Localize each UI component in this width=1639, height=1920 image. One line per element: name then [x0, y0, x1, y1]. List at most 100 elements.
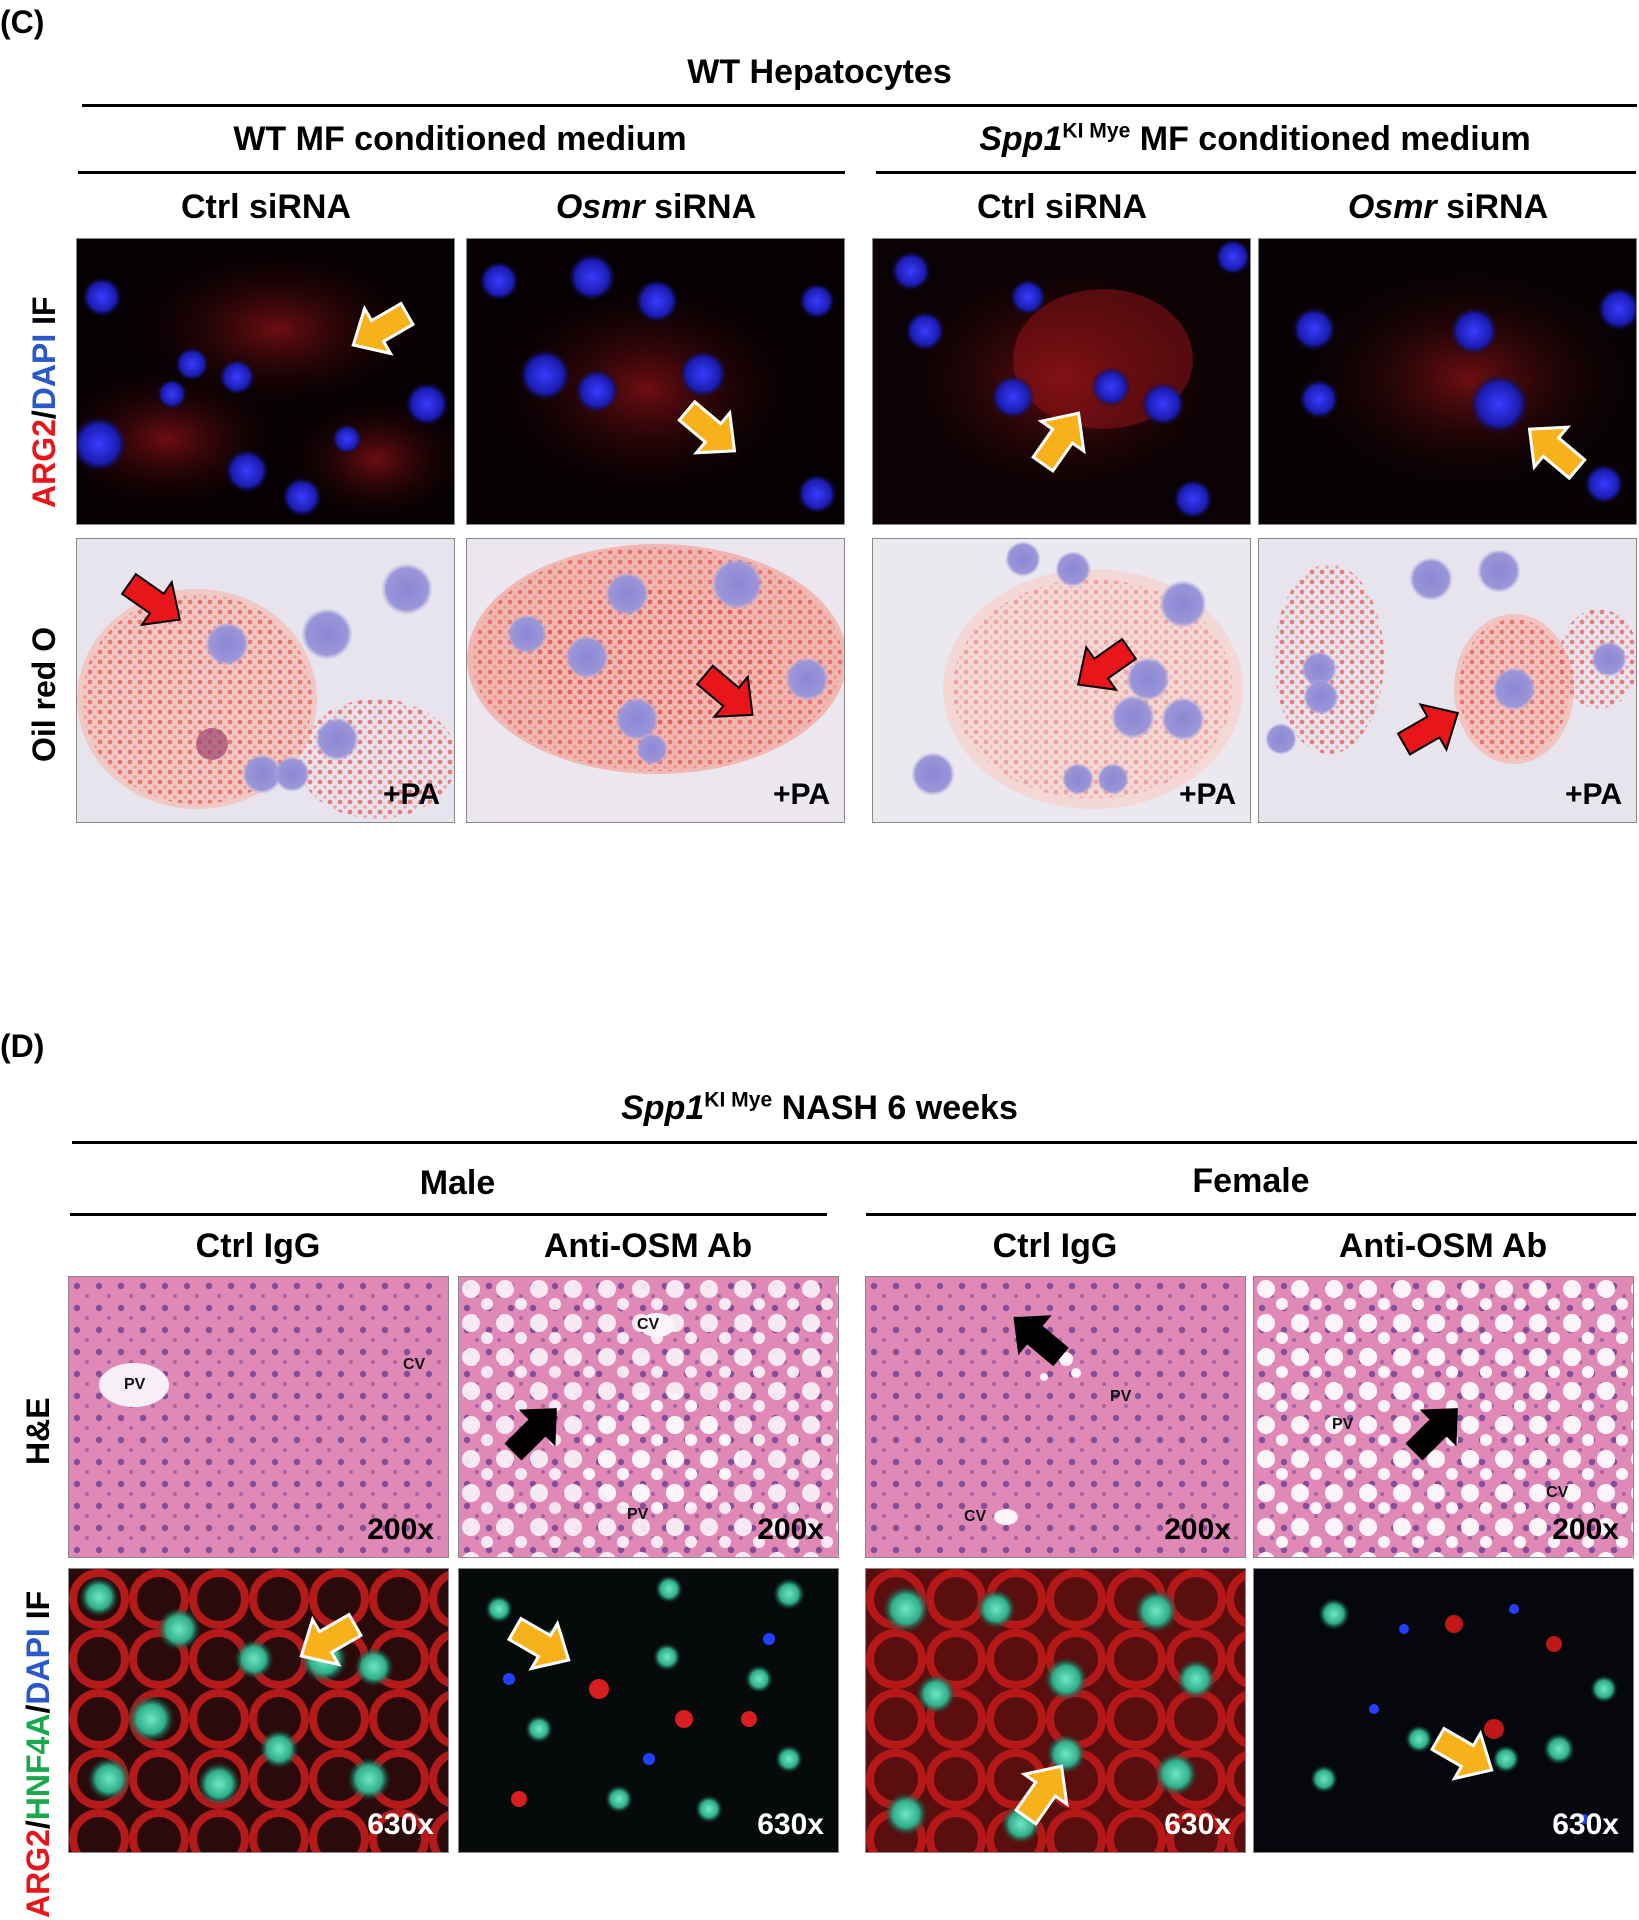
panel-label-d: (D): [0, 1028, 45, 1064]
panel-c-group-2-sup: KI Mye: [1062, 119, 1131, 143]
label-if: IF: [20, 1590, 56, 1629]
panel-c-col-2-text: siRNA: [644, 188, 757, 226]
panel-c-if-image-4: [1259, 239, 1636, 524]
pa-label: +PA: [1565, 778, 1622, 811]
panel-d-if-image-2: [459, 1569, 838, 1852]
panel-c-col-4-text: siRNA: [1436, 188, 1549, 226]
panel-d-he-tile-3: PV CV 200x: [865, 1276, 1246, 1558]
yellow-arrow-icon: [351, 301, 416, 356]
cv-label: CV: [403, 1356, 426, 1373]
panel-c-oil-tile-3: +PA: [872, 538, 1251, 823]
pv-label: PV: [1332, 1416, 1354, 1433]
panel-c-col-4-italic: Osmr: [1347, 188, 1437, 226]
panel-d-title-sup: KI Mye: [704, 1088, 773, 1112]
label-arg2: ARG2: [20, 1829, 56, 1918]
panel-d-group-male-rule: [70, 1213, 827, 1216]
panel-c-group-2-italic: Spp1: [979, 120, 1063, 158]
label-slash: /: [20, 1704, 56, 1714]
panel-c-group-2: Spp1KI Mye MF conditioned medium: [875, 119, 1635, 158]
cv-label: CV: [637, 1316, 660, 1333]
panel-c-col-4: Osmr siRNA: [1258, 190, 1638, 224]
black-arrow-icon: [504, 1408, 557, 1461]
label-hnf4a: HNF4A: [20, 1713, 56, 1821]
pa-label: +PA: [383, 778, 440, 811]
panel-d-row-label-he: H&E: [20, 1397, 56, 1465]
panel-c-col-2-italic: Osmr: [555, 188, 645, 226]
panel-c-if-image-2: [467, 239, 844, 524]
mag-630x: 630x: [757, 1808, 824, 1841]
pa-label: +PA: [773, 778, 830, 811]
panel-c-oil-image-3: [873, 539, 1250, 822]
panel-c-col-3: Ctrl siRNA: [872, 190, 1252, 224]
panel-c-oil-image-4: [1259, 539, 1636, 822]
panel-c-col-1: Ctrl siRNA: [76, 190, 456, 224]
panel-c-if-tile-2: [466, 238, 845, 525]
panel-c-if-image-1: [77, 239, 454, 524]
panel-d-title-rule: [72, 1141, 1637, 1144]
pa-label: +PA: [1179, 778, 1236, 811]
label-if: IF: [26, 296, 62, 334]
yellow-arrow-icon: [1429, 1726, 1494, 1781]
panel-d-if-tile-3: 630x: [865, 1568, 1246, 1853]
panel-d-he-tile-1: PV CV 200x: [68, 1276, 449, 1558]
panel-c-if-tile-4: [1258, 238, 1637, 525]
yellow-arrow-icon: [1527, 425, 1587, 481]
mag-630x: 630x: [367, 1808, 434, 1841]
yellow-arrow-icon: [1031, 411, 1086, 473]
mag-200x: 200x: [757, 1513, 824, 1546]
panel-c-row-label-if: ARG2/DAPI IF: [26, 296, 62, 508]
panel-d-group-female-rule: [866, 1213, 1636, 1216]
panel-d-he-image-4: [1254, 1277, 1633, 1557]
mag-630x: 630x: [1164, 1808, 1231, 1841]
red-arrow-icon: [1396, 702, 1459, 756]
mag-200x: 200x: [1552, 1513, 1619, 1546]
panel-d-if-tile-2: 630x: [458, 1568, 839, 1853]
panel-d-group-female: Female: [1192, 1162, 1310, 1200]
panel-d-col-2: Anti-OSM Ab: [543, 1227, 753, 1265]
yellow-arrow-icon: [677, 399, 737, 455]
panel-d-if-tile-4: 630x: [1253, 1568, 1634, 1853]
panel-d-title-text: NASH 6 weeks: [772, 1089, 1018, 1127]
mag-630x: 630x: [1552, 1808, 1619, 1841]
panel-d-he-image-3: [866, 1277, 1245, 1557]
panel-d-if-image-4: [1254, 1569, 1633, 1852]
cv-label: CV: [1546, 1484, 1569, 1501]
panel-c-group-1-rule: [78, 171, 845, 174]
panel-d-group-male: Male: [419, 1164, 496, 1202]
red-arrow-icon: [695, 664, 754, 718]
red-arrow-icon: [120, 572, 181, 627]
label-arg2: ARG2: [26, 419, 62, 508]
panel-c-oil-tile-4: +PA: [1258, 538, 1637, 823]
panel-c-oil-tile-1: +PA: [76, 538, 455, 823]
panel-c-group-2-text: MF conditioned medium: [1130, 120, 1531, 158]
black-arrow-icon: [1405, 1408, 1458, 1461]
panel-c-oil-image-1: [77, 539, 454, 822]
panel-c-group-1: WT MF conditioned medium: [75, 122, 845, 156]
label-slash: /: [20, 1820, 56, 1830]
panel-c-title-rule: [82, 104, 1637, 107]
panel-d-col-4: Anti-OSM Ab: [1338, 1227, 1548, 1265]
pv-label: PV: [1110, 1388, 1132, 1405]
panel-d-he-image-1: [69, 1277, 448, 1557]
pv-label: PV: [627, 1506, 649, 1523]
panel-d-col-3: Ctrl IgG: [992, 1227, 1118, 1265]
panel-d-col-1: Ctrl IgG: [195, 1227, 321, 1265]
label-slash: /: [26, 410, 62, 420]
panel-c-oil-image-2: [467, 539, 844, 822]
panel-c-group-2-rule: [876, 171, 1636, 174]
panel-d-if-image-3: [866, 1569, 1245, 1852]
yellow-arrow-icon: [506, 1616, 571, 1671]
panel-c-if-tile-3: [872, 238, 1251, 525]
mag-200x: 200x: [1164, 1513, 1231, 1546]
panel-d-title-italic: Spp1: [621, 1089, 705, 1127]
red-arrow-icon: [1077, 637, 1138, 692]
panel-c-if-tile-1: [76, 238, 455, 525]
panel-d-title: Spp1KI Mye NASH 6 weeks: [0, 1088, 1639, 1127]
panel-d-he-tile-2: CV PV 200x: [458, 1276, 839, 1558]
panel-c-title: WT Hepatocytes: [687, 53, 952, 91]
panel-c-col-3-text: Ctrl siRNA: [976, 188, 1148, 226]
panel-c-oil-tile-2: +PA: [466, 538, 845, 823]
panel-d-row-label-if: ARG2/HNF4A/DAPI IF: [20, 1590, 56, 1918]
yellow-arrow-icon: [299, 1612, 364, 1667]
pv-label: PV: [124, 1376, 146, 1393]
